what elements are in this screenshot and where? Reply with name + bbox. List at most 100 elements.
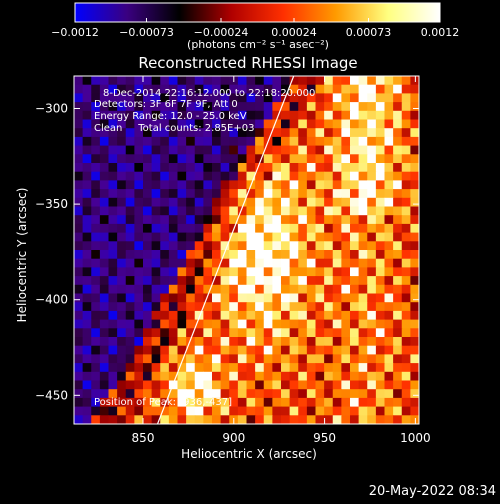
heatmap-cell: [306, 136, 317, 147]
heatmap-cell: [393, 154, 403, 164]
heatmap-cell: [117, 276, 127, 286]
heatmap-cell: [177, 337, 187, 347]
heatmap-cell: [229, 250, 239, 260]
heatmap-cell: [186, 171, 196, 181]
heatmap-cell: [298, 223, 308, 234]
heatmap-cell: [367, 110, 377, 121]
heatmap-cell: [375, 84, 386, 94]
heatmap-cell: [341, 171, 351, 181]
heatmap-cell: [341, 154, 351, 164]
heatmap-cell: [255, 258, 265, 268]
heatmap-cell: [298, 76, 308, 86]
heatmap-cell: [298, 293, 308, 303]
heatmap-cell: [203, 232, 213, 242]
heatmap-cell: [298, 171, 308, 181]
heatmap-cell: [168, 76, 179, 86]
heatmap-cell: [143, 250, 153, 260]
heatmap-cell: [306, 406, 317, 416]
heatmap-cell: [212, 380, 222, 390]
heatmap-cell: [306, 354, 317, 364]
heatmap-cell: [91, 110, 101, 121]
heatmap-cell: [117, 397, 127, 408]
heatmap-cell: [82, 267, 92, 277]
heatmap-cell: [229, 215, 239, 225]
heatmap-cell: [393, 293, 403, 303]
heatmap-cell: [289, 119, 299, 129]
heatmap-cell: [237, 171, 248, 181]
heatmap-cell: [134, 102, 144, 112]
heatmap-cell: [117, 93, 127, 103]
heatmap-cell: [410, 267, 419, 277]
heatmap-cell: [160, 354, 170, 364]
heatmap-cell: [194, 189, 204, 199]
heatmap-cell: [298, 267, 308, 277]
heatmap-cell: [212, 293, 222, 303]
heatmap-cell: [151, 136, 161, 147]
heatmap-cell: [393, 397, 403, 408]
heatmap-cell: [332, 354, 342, 364]
heatmap-cell: [332, 258, 342, 268]
heatmap-cell: [143, 276, 153, 286]
heatmap-cell: [375, 371, 386, 382]
heatmap-cell: [263, 267, 273, 277]
heatmap-cell: [358, 310, 368, 321]
heatmap-cell: [401, 223, 411, 234]
heatmap-cell: [375, 319, 386, 329]
heatmap-cell: [246, 189, 256, 199]
heatmap-cell: [91, 397, 101, 408]
heatmap-cell: [220, 345, 230, 355]
heatmap-cell: [298, 250, 308, 260]
heatmap-cell: [289, 102, 299, 112]
heatmap-cell: [298, 215, 308, 225]
heatmap-cell: [91, 206, 101, 216]
heatmap-cell: [332, 406, 342, 416]
heatmap-cell: [151, 189, 161, 199]
heatmap-cell: [117, 310, 127, 321]
heatmap-cell: [108, 76, 118, 86]
heatmap-cell: [237, 232, 248, 242]
heatmap-cell: [143, 232, 153, 242]
heatmap-cell: [177, 189, 187, 199]
heatmap-cell: [91, 363, 101, 373]
heatmap-cell: [324, 180, 334, 190]
heatmap-cell: [324, 154, 334, 164]
heatmap-cell: [255, 119, 265, 129]
heatmap-cell: [358, 337, 368, 347]
heatmap-cell: [289, 319, 299, 329]
heatmap-cell: [143, 302, 153, 312]
heatmap-cell: [91, 337, 101, 347]
heatmap-cell: [194, 284, 204, 295]
heatmap-cell: [194, 302, 204, 312]
heatmap-cell: [298, 197, 308, 208]
heatmap-cell: [393, 189, 403, 199]
heatmap-cell: [393, 163, 403, 173]
heatmap-cell: [272, 197, 282, 208]
heatmap-cell: [255, 337, 265, 347]
heatmap-cell: [384, 223, 394, 234]
heatmap-cell: [91, 389, 101, 399]
heatmap-cell: [306, 206, 317, 216]
heatmap-cell: [263, 110, 273, 121]
heatmap-cell: [246, 110, 256, 121]
heatmap-cell: [401, 397, 411, 408]
heatmap-cell: [324, 276, 334, 286]
heatmap-cell: [212, 371, 222, 382]
heatmap-cell: [212, 328, 222, 338]
heatmap-cell: [410, 354, 419, 364]
heatmap-cell: [401, 206, 411, 216]
heatmap-cell: [151, 206, 161, 216]
heatmap-cell: [289, 232, 299, 242]
heatmap-cell: [410, 163, 419, 173]
footer-timestamp: 20-May-2022 08:34: [369, 484, 496, 499]
heatmap-cell: [143, 397, 153, 408]
heatmap-cell: [367, 363, 377, 373]
heatmap-cell: [272, 258, 282, 268]
annotation-line: Clean Total counts: 2.85E+03: [94, 123, 255, 134]
heatmap-cell: [151, 232, 161, 242]
heatmap-cell: [315, 232, 325, 242]
heatmap-cell: [384, 76, 394, 86]
heatmap-cell: [315, 197, 325, 208]
heatmap-cell: [298, 363, 308, 373]
heatmap-cell: [410, 302, 419, 312]
heatmap-cell: [177, 267, 187, 277]
